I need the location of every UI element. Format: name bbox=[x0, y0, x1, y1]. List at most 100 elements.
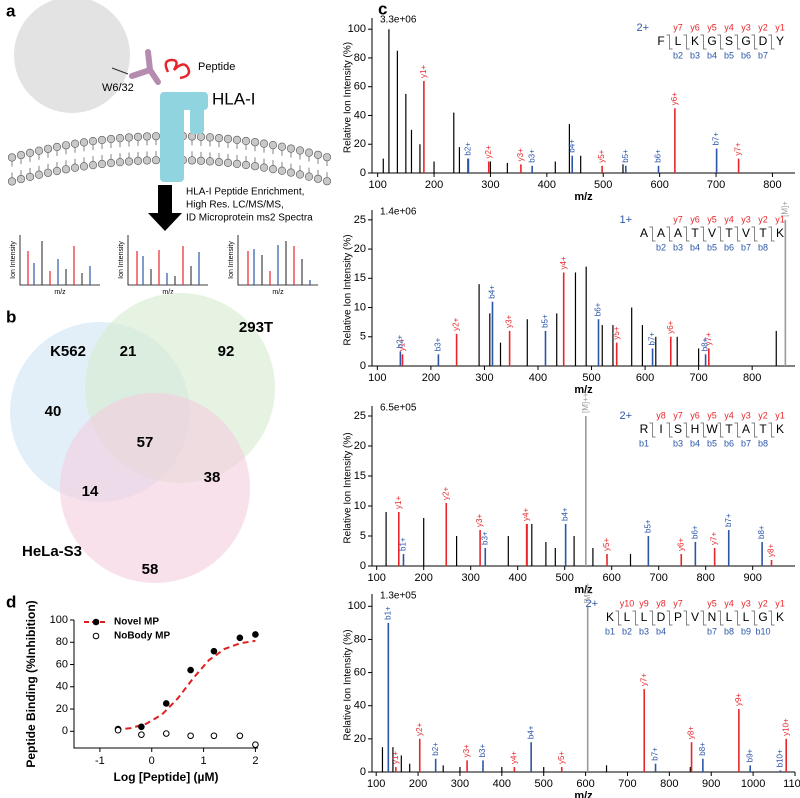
cleavage-mark bbox=[751, 422, 758, 438]
lipid-head bbox=[304, 148, 314, 157]
y-ion: y9 bbox=[639, 598, 649, 608]
lipid-head bbox=[304, 172, 314, 181]
cleavage-mark bbox=[734, 422, 741, 438]
cleavage-mark bbox=[666, 34, 673, 50]
y-ion: y6 bbox=[690, 22, 700, 32]
lipid-head bbox=[232, 135, 242, 144]
x-tick-label: 1 bbox=[201, 755, 207, 767]
residue: L bbox=[675, 34, 682, 48]
y-tick-label: 0 bbox=[360, 560, 366, 572]
lipid-head bbox=[97, 135, 107, 145]
x-tick-label: 1000 bbox=[741, 778, 765, 790]
y-ion: y10 bbox=[620, 598, 635, 608]
x-tick-label: 200 bbox=[409, 778, 427, 790]
y-ion: y6 bbox=[690, 214, 700, 224]
y-ion: y3 bbox=[741, 410, 751, 420]
lipid-head bbox=[250, 162, 260, 171]
lipid-head bbox=[34, 146, 44, 155]
y-tick-label: 10 bbox=[354, 301, 366, 313]
lipid-head bbox=[241, 160, 251, 170]
peak-label: y3+ bbox=[475, 514, 484, 527]
y-ion: y2 bbox=[758, 214, 768, 224]
venn-count: 40 bbox=[45, 403, 62, 420]
cleavage-mark bbox=[717, 226, 724, 242]
b-ion: b2 bbox=[656, 242, 666, 252]
peak-label: y3+ bbox=[516, 148, 525, 161]
y-ion: y1 bbox=[775, 22, 785, 32]
lipid-head bbox=[133, 156, 143, 165]
lipid-head bbox=[286, 144, 296, 153]
cleavage-mark bbox=[717, 34, 724, 50]
y-tick-label: 0 bbox=[360, 766, 366, 778]
mini-axis bbox=[19, 235, 100, 286]
lipid-head bbox=[79, 162, 89, 171]
venn-count: 21 bbox=[120, 343, 137, 360]
y-tick-label: 40 bbox=[354, 700, 366, 712]
lipid-head bbox=[286, 168, 296, 177]
peak-label: b4+ bbox=[567, 139, 576, 153]
x-axis-label: m/z bbox=[574, 584, 593, 596]
b-ion: b8 bbox=[758, 438, 768, 448]
y-tick-label: 40 bbox=[56, 681, 68, 693]
y-tick-label: 60 bbox=[354, 81, 366, 93]
cleavage-mark bbox=[768, 422, 775, 438]
point bbox=[252, 741, 259, 748]
x-tick-label: 900 bbox=[744, 572, 762, 584]
peak-label: y9+ bbox=[734, 693, 743, 706]
peak-label: y6+ bbox=[676, 538, 685, 551]
peak-label: b8+ bbox=[757, 525, 766, 539]
peak-label: b4+ bbox=[526, 725, 535, 739]
workflow-text: High Res. LC/MS/MS, bbox=[186, 200, 284, 211]
residue: L bbox=[726, 610, 733, 624]
lipid-head bbox=[277, 142, 287, 151]
peak-label: b2+ bbox=[395, 334, 404, 348]
residue: Y bbox=[776, 34, 784, 48]
b-ion: b2 bbox=[622, 626, 632, 636]
y-tick-label: 25 bbox=[354, 410, 366, 422]
b-ion: b8 bbox=[758, 242, 768, 252]
peak-label: y6+ bbox=[666, 320, 675, 333]
y-axis-label: Relative Ion Intensity (%) bbox=[343, 42, 354, 153]
y-tick-label: 20 bbox=[56, 703, 68, 715]
y-tick-label: 20 bbox=[354, 733, 366, 745]
x-tick-label: 800 bbox=[660, 778, 678, 790]
peak-label: y8+ bbox=[687, 726, 696, 739]
lipid-head bbox=[115, 134, 125, 143]
mini-axis bbox=[127, 235, 208, 286]
peak-label: y10+ bbox=[781, 718, 790, 736]
cleavage-mark bbox=[649, 610, 656, 626]
peak-label: b7+ bbox=[724, 513, 733, 527]
cleavage-mark bbox=[751, 34, 758, 50]
peak-label: b8+ bbox=[701, 337, 710, 351]
y-ion: y7 bbox=[673, 22, 683, 32]
legend-marker bbox=[92, 618, 100, 626]
point bbox=[187, 666, 194, 674]
lipid-head bbox=[205, 133, 215, 142]
antibody-tether bbox=[111, 67, 129, 75]
x-tick-label: 600 bbox=[650, 179, 668, 191]
legend-label: Novel MP bbox=[114, 617, 159, 628]
mini-spectra: m/z Ion Intensity m/z Ion Intensity m/z Ion I… bbox=[10, 235, 318, 296]
venn-diagram: K562 293T HeLa-S3 40 92 58 21 14 38 57 bbox=[10, 293, 275, 583]
lipid-head bbox=[214, 133, 224, 143]
y-tick-label: 40 bbox=[354, 109, 366, 121]
peak-label: y4+ bbox=[522, 508, 531, 521]
point bbox=[252, 631, 259, 638]
residue: W bbox=[706, 422, 718, 436]
y-tick-label: 10 bbox=[354, 500, 366, 512]
x-axis-label: m/z bbox=[574, 384, 593, 396]
x-tick-label: 200 bbox=[425, 179, 443, 191]
residue: L bbox=[743, 610, 750, 624]
b-ion: b4 bbox=[690, 438, 700, 448]
cleavage-mark bbox=[751, 610, 758, 626]
x-tick-label: 200 bbox=[415, 572, 433, 584]
y-ion: y3 bbox=[741, 598, 751, 608]
lipid-head bbox=[313, 150, 323, 159]
lipid-head bbox=[88, 160, 98, 170]
b-ion: b3 bbox=[673, 242, 683, 252]
peak-label: b3+ bbox=[434, 337, 443, 351]
residue: D bbox=[759, 34, 768, 48]
legend-marker bbox=[92, 632, 100, 640]
b-ion: b7 bbox=[741, 438, 751, 448]
